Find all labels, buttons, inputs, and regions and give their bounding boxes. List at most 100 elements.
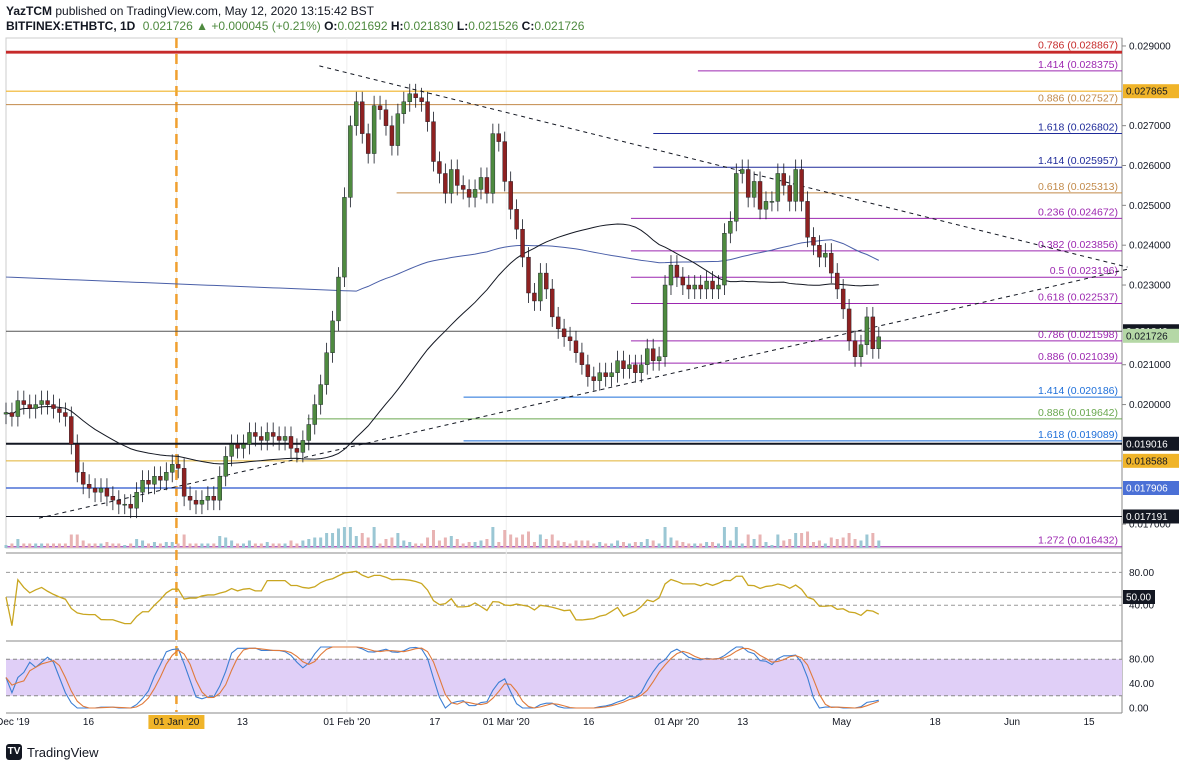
- candle-body: [686, 284, 691, 290]
- candle-body: [567, 336, 573, 342]
- volume-bar: [598, 542, 602, 548]
- volume-bar: [758, 534, 762, 548]
- stoch-d-line: [5, 646, 879, 709]
- volume-bar: [740, 543, 744, 548]
- volume-bar: [538, 534, 542, 548]
- fib-level-label: 1.272 (0.016432): [1038, 535, 1118, 547]
- volume-bar: [794, 533, 798, 548]
- candle-body: [128, 503, 133, 509]
- volume-bar: [63, 543, 67, 548]
- volume-bar: [253, 543, 257, 548]
- price-label-box: [1123, 453, 1179, 468]
- fib-level-label: 1.618 (0.019089): [1038, 429, 1118, 441]
- volume-bar: [835, 539, 839, 548]
- candle-body: [449, 169, 454, 194]
- volume-bar: [716, 543, 720, 548]
- candle-body: [199, 499, 205, 505]
- volume-bar: [639, 542, 643, 548]
- volume-bar: [633, 542, 637, 548]
- volume-bar: [164, 542, 168, 548]
- volume-bar: [307, 539, 311, 548]
- tradingview-brand[interactable]: TV TradingView: [6, 744, 99, 760]
- candle-body: [858, 344, 864, 357]
- fib-level-label: 0.886 (0.021039): [1038, 351, 1118, 363]
- volume-bar: [521, 534, 525, 548]
- candle-body: [146, 480, 151, 485]
- fib-level-label: 0.236 (0.024672): [1038, 206, 1118, 218]
- volume-bar: [663, 527, 667, 548]
- candle-body: [811, 237, 816, 246]
- candle-body: [532, 292, 537, 302]
- volume-bar: [22, 543, 26, 548]
- price-label-text: 0.017906: [1126, 483, 1168, 494]
- x-axis-label: 01 Dec '19: [0, 717, 30, 728]
- candle-body: [21, 400, 27, 405]
- candle-body: [318, 384, 323, 405]
- candle-body: [223, 456, 228, 477]
- volume-bar: [390, 537, 394, 548]
- volume-bar: [853, 539, 857, 548]
- stoch-tick-label: 80.00: [1129, 655, 1154, 666]
- candle-body: [241, 444, 246, 449]
- volume-bar: [372, 527, 376, 548]
- volume-bar: [657, 543, 661, 548]
- price-tick-label: 0.020000: [1129, 400, 1171, 411]
- candle-body: [51, 404, 56, 409]
- volume-bar: [188, 543, 192, 548]
- candle-body: [354, 101, 359, 126]
- volume-bar: [443, 537, 447, 548]
- candle-body: [181, 468, 187, 497]
- volume-bar: [806, 531, 810, 548]
- candle-body: [823, 252, 828, 258]
- x-axis-label: 16: [583, 717, 595, 728]
- candle-body: [336, 276, 341, 322]
- volume-bar: [770, 545, 774, 548]
- symbol-label[interactable]: BITFINEX:ETHBTC, 1D: [6, 19, 136, 33]
- volume-bar: [81, 540, 85, 548]
- ma-50-line: [5, 223, 879, 465]
- volume-bar: [93, 543, 97, 548]
- fib-level-label: 1.414 (0.025957): [1038, 155, 1118, 167]
- volume-bar: [99, 543, 103, 548]
- volume-bar: [592, 543, 596, 548]
- volume-bar: [426, 537, 430, 548]
- fib-level-label: 1.414 (0.020186): [1038, 385, 1118, 397]
- fib-level-label: 0.5 (0.023196): [1050, 265, 1118, 277]
- volume-bar: [319, 537, 323, 548]
- price-label-box: [1123, 436, 1179, 451]
- candle-body: [92, 488, 98, 493]
- stoch-band: [6, 659, 1122, 696]
- price-label-box: [1123, 328, 1179, 343]
- volume-bar: [283, 543, 287, 548]
- volume-bar: [532, 542, 536, 548]
- volume-bar: [865, 534, 869, 548]
- volume-bar: [236, 543, 240, 548]
- x-axis-label: 01 Feb '20: [323, 717, 370, 728]
- volume-bar: [580, 540, 584, 548]
- candle-body: [395, 113, 401, 146]
- volume-bar: [823, 543, 827, 548]
- volume-bar: [728, 540, 732, 548]
- price-label-box: [1123, 480, 1179, 495]
- volume-bar: [800, 533, 804, 548]
- volume-bar: [526, 531, 530, 548]
- candle-body: [526, 256, 531, 294]
- candle-body: [401, 101, 407, 114]
- candle-body: [478, 177, 484, 190]
- rsi-tick-label: 80.00: [1129, 568, 1154, 579]
- candle-body: [710, 280, 715, 290]
- candle-body: [740, 169, 745, 174]
- volume-bar: [621, 542, 625, 548]
- fib-level-label: 1.618 (0.026802): [1038, 122, 1118, 134]
- candle-body: [662, 284, 668, 357]
- candle-body: [425, 101, 430, 122]
- candle-body: [650, 348, 656, 361]
- candle-body: [520, 229, 525, 258]
- volume-bar: [16, 539, 20, 548]
- x-axis-label: 17: [429, 717, 441, 728]
- author-name[interactable]: YazTCM: [6, 4, 53, 18]
- candle-body: [69, 416, 74, 445]
- candle-body: [799, 169, 804, 202]
- price-chart[interactable]: 0.786 (0.028867) 1.414 (0.028375) 0.886 (0…: [0, 0, 1180, 740]
- candle-body: [550, 288, 555, 318]
